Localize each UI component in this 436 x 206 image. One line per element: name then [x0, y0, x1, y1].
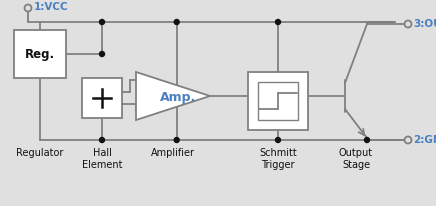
- Text: Hall
Element: Hall Element: [82, 148, 122, 170]
- Bar: [14, 30, 66, 78]
- Bar: [82, 78, 122, 118]
- Text: Amplifier: Amplifier: [151, 148, 195, 158]
- Circle shape: [99, 20, 105, 25]
- Text: Reg.: Reg.: [25, 48, 55, 61]
- Circle shape: [99, 137, 105, 143]
- Polygon shape: [136, 72, 210, 120]
- Circle shape: [99, 52, 105, 56]
- Circle shape: [405, 21, 412, 27]
- Circle shape: [276, 137, 280, 143]
- Text: 2:GND: 2:GND: [413, 135, 436, 145]
- Circle shape: [364, 137, 369, 143]
- Text: Regulator: Regulator: [16, 148, 64, 158]
- Circle shape: [174, 20, 179, 25]
- Circle shape: [276, 20, 280, 25]
- Circle shape: [405, 137, 412, 144]
- Text: Amp.: Amp.: [160, 90, 196, 103]
- Circle shape: [174, 137, 179, 143]
- Text: 3:OUT: 3:OUT: [413, 19, 436, 29]
- Bar: [258, 82, 298, 120]
- Text: 1:VCC: 1:VCC: [34, 2, 68, 12]
- Text: Output
Stage: Output Stage: [339, 148, 373, 170]
- Bar: [248, 72, 308, 130]
- Text: Schmitt
Trigger: Schmitt Trigger: [259, 148, 297, 170]
- Circle shape: [24, 5, 31, 12]
